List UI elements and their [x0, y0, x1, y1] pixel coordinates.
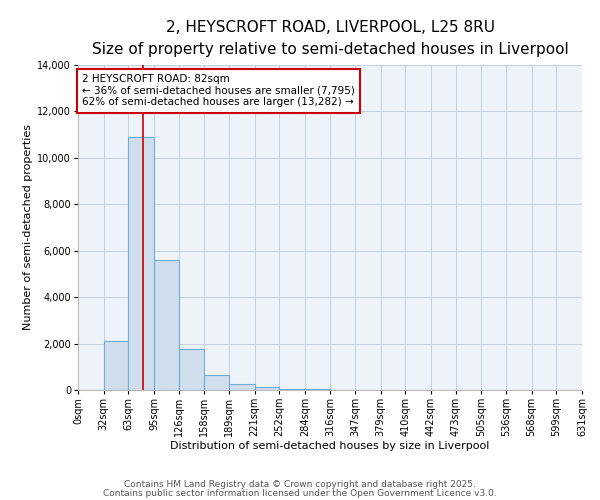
Bar: [179, 350, 204, 390]
Y-axis label: Number of semi-detached properties: Number of semi-detached properties: [23, 124, 33, 330]
Bar: [104, 341, 128, 390]
Text: Contains HM Land Registry data © Crown copyright and database right 2025.: Contains HM Land Registry data © Crown c…: [124, 480, 476, 489]
Bar: [254, 388, 279, 390]
Bar: [279, 388, 305, 390]
Bar: [128, 137, 154, 390]
Text: Contains public sector information licensed under the Open Government Licence v3: Contains public sector information licen…: [103, 489, 497, 498]
Bar: [204, 375, 229, 390]
Title: 2, HEYSCROFT ROAD, LIVERPOOL, L25 8RU
Size of property relative to semi-detached: 2, HEYSCROFT ROAD, LIVERPOOL, L25 8RU Si…: [92, 20, 568, 57]
Text: 2 HEYSCROFT ROAD: 82sqm
← 36% of semi-detached houses are smaller (7,795)
62% of: 2 HEYSCROFT ROAD: 82sqm ← 36% of semi-de…: [82, 74, 355, 108]
X-axis label: Distribution of semi-detached houses by size in Liverpool: Distribution of semi-detached houses by …: [170, 440, 490, 450]
Bar: [229, 384, 254, 390]
Bar: [154, 260, 179, 390]
